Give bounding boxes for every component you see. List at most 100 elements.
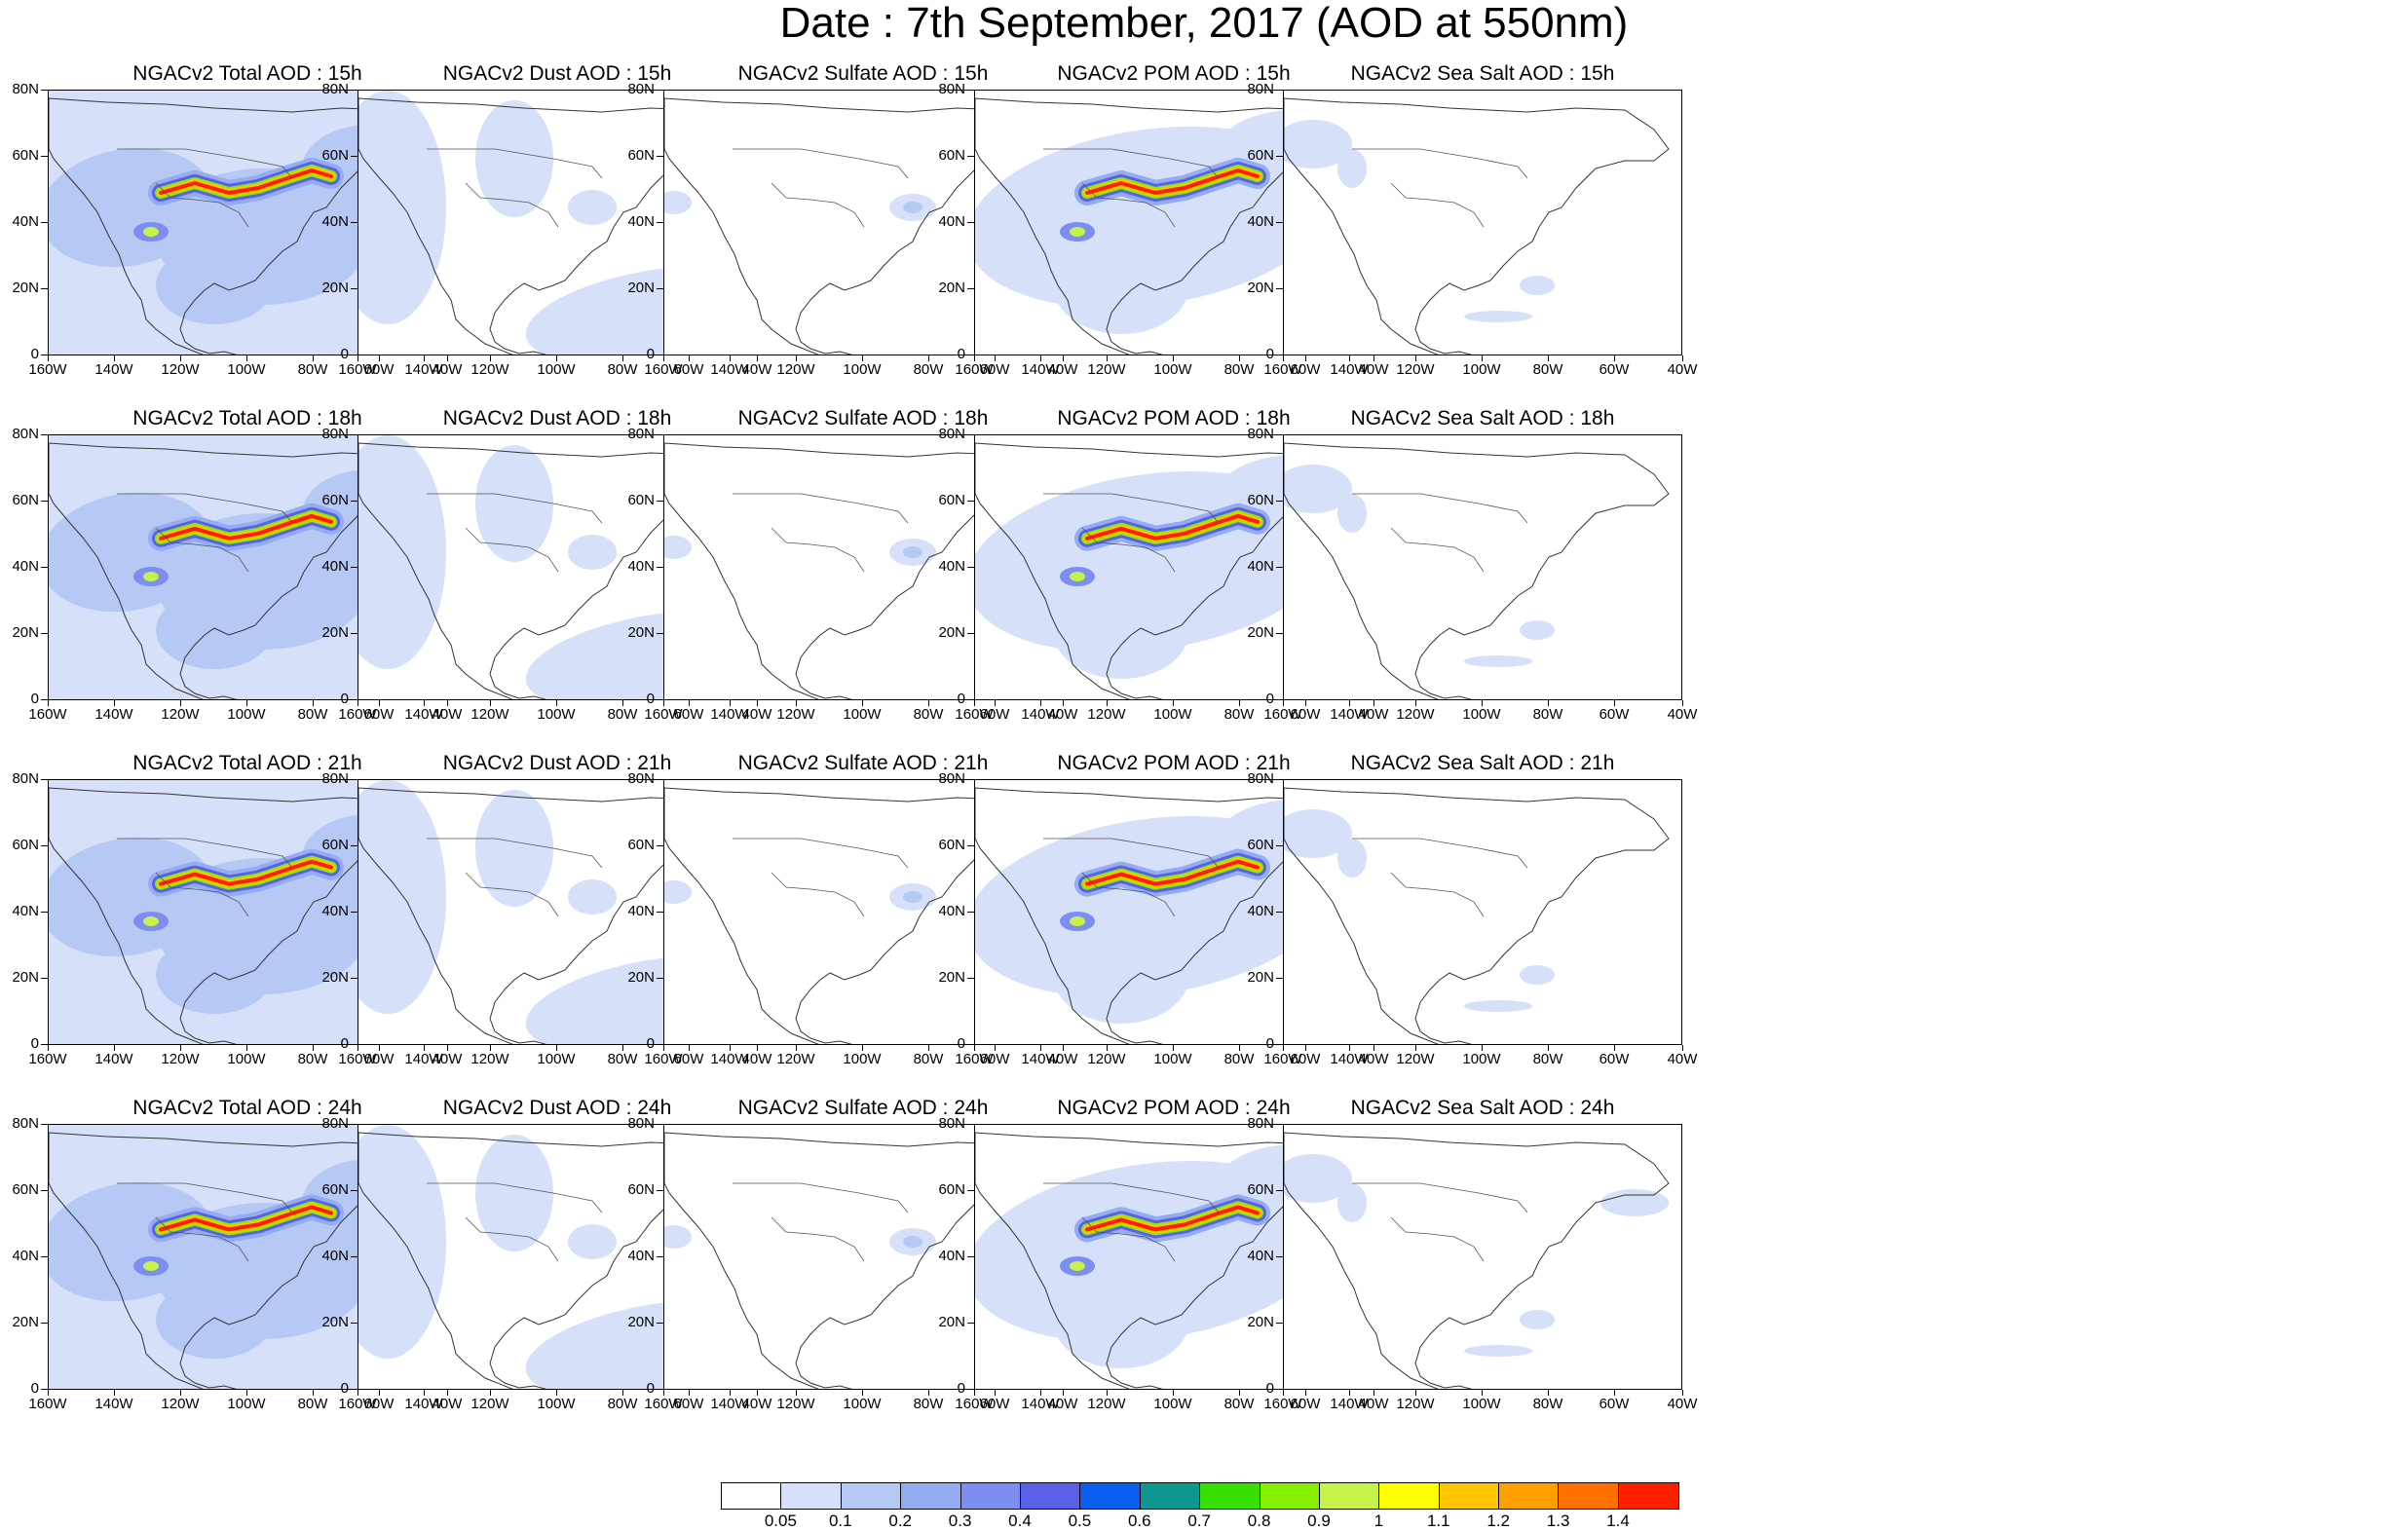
lon-tick-label: 120W xyxy=(1087,361,1126,378)
lat-tick xyxy=(41,434,48,435)
lat-tick xyxy=(351,1044,357,1045)
map-plot-area xyxy=(1283,1124,1682,1390)
lon-tick xyxy=(447,1045,448,1051)
lon-tick-label: 40W xyxy=(1047,361,1078,378)
lat-tick xyxy=(657,1256,663,1257)
lat-tick xyxy=(41,288,48,289)
lon-tick-label: 160W xyxy=(955,1051,994,1067)
map-panel: NGACv2 Sea Salt AOD : 24h 80N 60N 40N 20N 0 16… xyxy=(1239,1097,1726,1438)
lat-tick-label: 40N xyxy=(1247,213,1274,230)
colorbar-label: 1.1 xyxy=(1426,1512,1450,1530)
lat-tick xyxy=(1276,1323,1283,1324)
panel-title: NGACv2 Sulfate AOD : 24h xyxy=(737,1097,989,1119)
lon-tick-label: 120W xyxy=(776,1051,815,1067)
lon-tick-label: 40W xyxy=(1047,706,1078,723)
lat-tick-label: 80N xyxy=(627,81,655,97)
lat-tick xyxy=(657,1190,663,1191)
panel-title: NGACv2 Sea Salt AOD : 15h xyxy=(1350,62,1615,85)
lat-tick xyxy=(351,912,357,913)
lat-tick xyxy=(967,845,974,846)
lat-tick xyxy=(657,434,663,435)
lon-tick-label: 140W xyxy=(404,1396,443,1412)
lat-tick xyxy=(967,779,974,780)
panel-title: NGACv2 Sulfate AOD : 21h xyxy=(737,752,989,774)
lon-tick xyxy=(556,1390,557,1396)
lon-tick-label: 160W xyxy=(955,361,994,378)
lon-tick-label: 140W xyxy=(1021,706,1060,723)
lat-tick xyxy=(657,567,663,568)
lon-tick xyxy=(114,355,115,361)
lon-tick-label: 160W xyxy=(955,1396,994,1412)
lon-tick xyxy=(1173,355,1174,361)
lon-tick xyxy=(48,700,49,706)
lat-tick-label: 20N xyxy=(938,969,965,986)
lon-tick xyxy=(1373,1390,1374,1396)
lat-tick xyxy=(1276,434,1283,435)
lat-tick xyxy=(1276,90,1283,91)
lon-tick xyxy=(313,1390,314,1396)
lat-tick xyxy=(1276,699,1283,700)
lon-tick-label: 140W xyxy=(1330,1051,1369,1067)
lon-tick xyxy=(1173,1390,1174,1396)
aod-field xyxy=(1284,442,1670,699)
colorbar-label: 0.6 xyxy=(1127,1512,1151,1530)
lat-tick-label: 60N xyxy=(1247,1181,1274,1198)
lon-tick xyxy=(1614,355,1615,361)
lat-tick-label: 40N xyxy=(321,213,349,230)
lon-tick xyxy=(730,1390,731,1396)
lat-tick xyxy=(967,633,974,634)
lon-tick xyxy=(1349,1390,1350,1396)
colorbar-swatch xyxy=(841,1483,902,1509)
lon-tick-label: 100W xyxy=(537,706,576,723)
lon-tick xyxy=(689,1045,690,1051)
lat-tick xyxy=(1276,567,1283,568)
lon-tick xyxy=(1373,355,1374,361)
lon-tick xyxy=(689,355,690,361)
panel-title: NGACv2 POM AOD : 21h xyxy=(1057,752,1291,774)
lat-tick-label: 40N xyxy=(321,903,349,919)
lon-tick xyxy=(1040,700,1041,706)
lat-tick-label: 20N xyxy=(321,624,349,641)
lat-tick-label: 0 xyxy=(646,1380,655,1397)
lat-tick xyxy=(967,1323,974,1324)
colorbar-swatch xyxy=(901,1483,961,1509)
lat-tick xyxy=(41,978,48,979)
panel-title: NGACv2 Total AOD : 24h xyxy=(132,1097,362,1119)
lon-tick xyxy=(1239,1390,1240,1396)
lat-tick xyxy=(41,845,48,846)
panel-title: NGACv2 Dust AOD : 21h xyxy=(442,752,672,774)
aod-field xyxy=(1284,97,1670,355)
lon-tick-label: 100W xyxy=(537,361,576,378)
lon-tick-label: 140W xyxy=(94,361,133,378)
lon-tick-label: 160W xyxy=(338,706,377,723)
lat-tick xyxy=(657,156,663,157)
map-plot-area xyxy=(1283,434,1682,700)
lat-tick xyxy=(967,434,974,435)
lat-tick xyxy=(351,1190,357,1191)
lat-tick-label: 40N xyxy=(627,213,655,230)
lat-tick-label: 80N xyxy=(938,81,965,97)
lon-tick xyxy=(862,1390,863,1396)
lat-tick xyxy=(41,1190,48,1191)
lat-tick xyxy=(657,633,663,634)
lon-tick-label: 160W xyxy=(644,361,683,378)
lon-tick xyxy=(1349,355,1350,361)
lon-tick xyxy=(1283,1390,1284,1396)
lon-tick-label: 60W xyxy=(1599,1051,1630,1067)
lon-tick xyxy=(862,700,863,706)
lat-tick-label: 80N xyxy=(12,426,39,442)
lon-tick xyxy=(796,1045,797,1051)
colorbar-swatch xyxy=(1439,1483,1500,1509)
colorbar-swatch xyxy=(1559,1483,1619,1509)
lon-tick-label: 140W xyxy=(404,706,443,723)
lat-tick-label: 20N xyxy=(12,969,39,986)
colorbar-label: 1 xyxy=(1373,1512,1384,1530)
lon-tick xyxy=(974,1045,975,1051)
lat-tick-label: 40N xyxy=(321,1248,349,1264)
lon-tick xyxy=(1415,700,1416,706)
lon-tick xyxy=(1040,355,1041,361)
lon-tick-label: 160W xyxy=(28,1396,67,1412)
lon-tick xyxy=(490,1045,491,1051)
lat-tick xyxy=(41,222,48,223)
lon-tick-label: 100W xyxy=(1462,1051,1501,1067)
